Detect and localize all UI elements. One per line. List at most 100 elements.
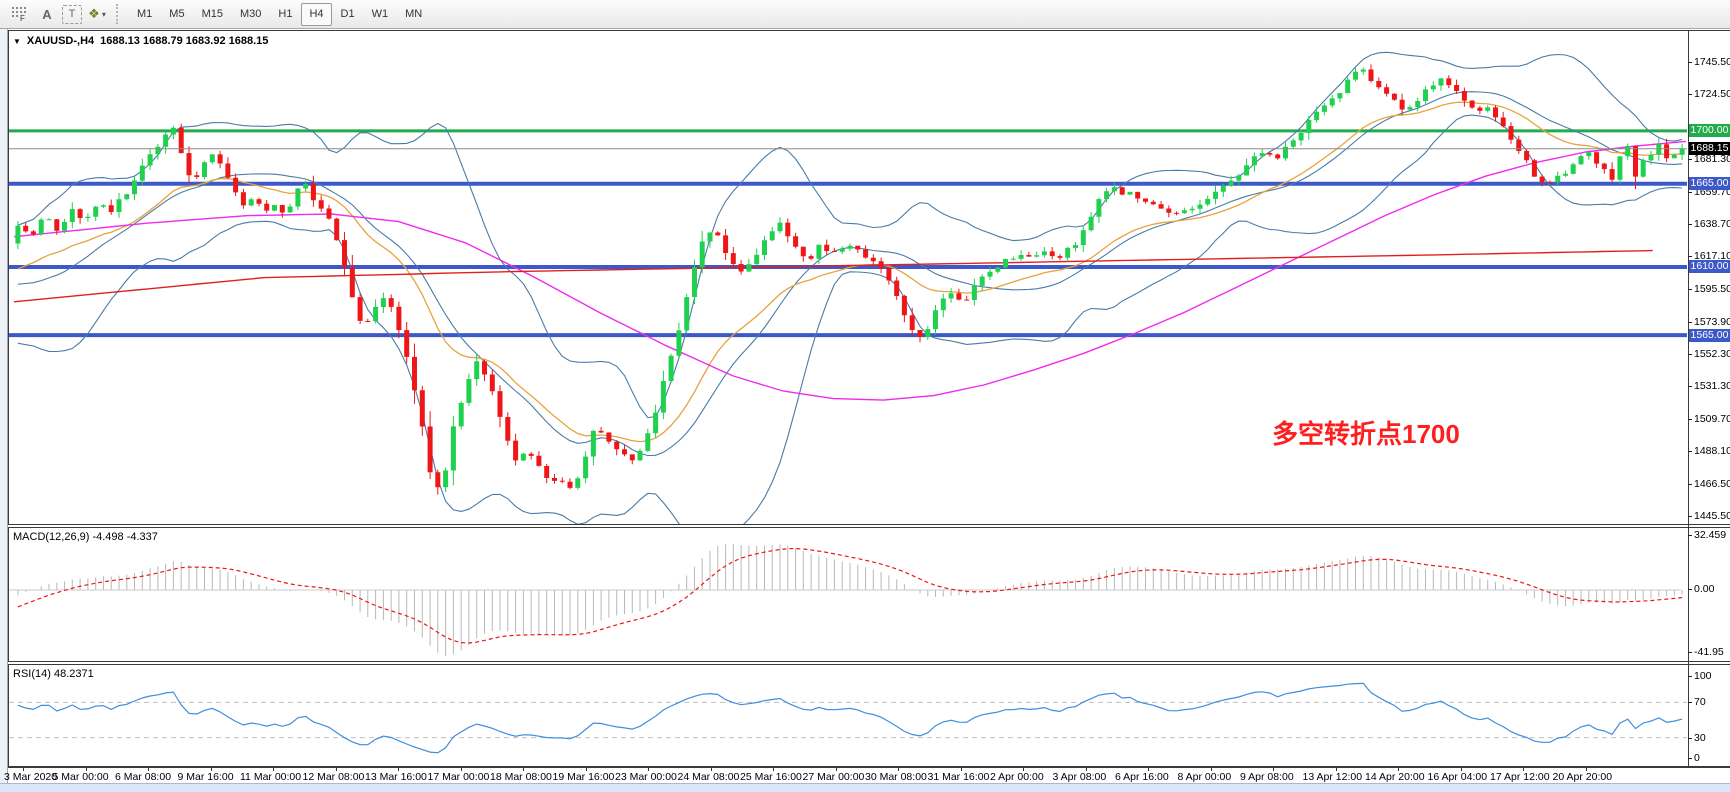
price-tick-dash [1688,256,1692,258]
date-tick [648,768,649,771]
date-tick [710,768,712,771]
date-label: 17 Mar 00:00 [427,771,490,783]
date-tick [210,768,212,771]
date-tick [1085,768,1087,771]
date-tick [1523,768,1524,771]
status-strip [0,783,1730,792]
price-tick-dash [1688,191,1692,193]
price-tick-dash [1688,62,1692,63]
date-label: 23 Mar 00:00 [615,771,677,783]
date-tick [773,768,774,771]
rsi-tick-label: 30 [1694,732,1706,744]
date-tick [898,768,899,771]
symbol-label: XAUUSD-,H4 [26,35,95,47]
date-label: 31 Mar 16:00 [927,771,990,783]
price-tick-label: 1509.70 [1694,412,1730,425]
text-tool-icon[interactable]: T [62,4,82,24]
timeframe-button-m5[interactable]: M5 [169,8,185,20]
timeframe-button-h4[interactable]: H4 [301,2,332,26]
date-label: 20 Apr 20:00 [1552,771,1613,783]
date-label: 8 Apr 00:00 [1177,771,1232,783]
date-label: 19 Mar 16:00 [552,771,615,783]
price-tick-dash [1688,484,1692,486]
price-tick-label: 1552.30 [1694,348,1730,361]
rsi-tick-label: 70 [1694,696,1706,708]
time-axis[interactable]: 3 Mar 2020 5 Mar 00:00 6 Mar 08:00 9 Mar 16… [4,767,1730,783]
price-tick-label: 1445.50 [1694,509,1730,522]
toolbar: F A T ❖ ▾ M1 M5 M15 M30 H1 H4 D1 W1 MN [0,0,1730,29]
indicator-grid-icon[interactable]: F [6,2,32,26]
date-label: 5 Mar 00:00 [52,771,109,783]
timeframe-button-m15[interactable]: M15 [201,8,223,20]
timeframe-button-d1[interactable]: D1 [340,8,355,20]
cycle-colors-icon[interactable]: ❖ ▾ [84,2,110,26]
date-tick [460,768,462,771]
price-tick-label: 1681.30 [1694,153,1730,166]
rsi-tick-label: 0 [1694,752,1700,764]
date-label: 13 Mar 16:00 [365,771,427,783]
date-label: 13 Apr 12:00 [1302,771,1363,783]
price-tick-dash [1688,223,1692,225]
date-tick [1460,768,1462,771]
macd-label: MACD(12,26,9) -4.498 -4.337 [13,531,158,543]
date-tick [23,768,24,771]
date-label: 6 Mar 08:00 [115,771,172,783]
price-tick-label: 1573.90 [1694,315,1730,328]
date-tick [835,768,837,771]
date-label: 6 Apr 16:00 [1115,771,1169,783]
macd-tick-dash [1688,652,1692,653]
date-tick [335,768,337,771]
price-tick-dash [1688,515,1692,517]
rsi-tick-label: 100 [1694,670,1712,682]
timeframe-group: M1 M5 M15 M30 H1 H4 D1 W1 MN [129,2,430,26]
date-tick [1398,768,1399,771]
price-tick-dash [1688,451,1692,453]
label-tool-icon[interactable]: A [42,6,52,22]
date-label: 18 Mar 08:00 [490,771,552,783]
rsi-chart[interactable] [9,664,1688,766]
price-tick-dash [1688,386,1692,388]
date-tick [960,768,962,771]
symbol-dropdown-icon[interactable]: ▼ [13,36,21,46]
macd-tick-label: -41.95 [1694,646,1724,658]
date-tick [1148,768,1149,771]
date-tick [523,768,524,771]
toolbar-separator [116,4,123,24]
date-tick [1335,768,1337,771]
timeframe-button-h1[interactable]: H1 [278,8,293,20]
timeframe-button-m30[interactable]: M30 [239,8,262,20]
price-tick-dash [1688,354,1692,356]
ohlc-readout: 1688.13 1688.79 1683.92 1688.15 [100,35,269,47]
macd-chart[interactable] [9,527,1688,661]
date-tick [585,768,587,771]
date-tick [1023,768,1024,771]
svg-text:F: F [20,14,25,22]
price-tick-dash [1688,321,1692,323]
date-tick [148,768,149,771]
price-badge: 1665.00 [1689,177,1730,191]
date-tick [1273,768,1274,771]
date-label: 14 Apr 20:00 [1365,771,1425,783]
price-chart[interactable] [9,30,1688,524]
timeframe-button-w1[interactable]: W1 [371,8,389,20]
date-label: 11 Mar 00:00 [240,771,302,783]
chevron-down-icon: ▾ [101,9,106,19]
price-tick-dash [1688,418,1692,420]
price-tick-label: 1745.50 [1694,56,1730,68]
left-dock-strip [0,29,8,792]
date-label: 30 Mar 08:00 [865,771,927,783]
macd-tick-dash [1688,589,1692,590]
date-tick [398,768,399,771]
timeframe-button-m1[interactable]: M1 [137,8,153,20]
timeframe-button-mn[interactable]: MN [405,8,423,20]
macd-tick-label: 32.459 [1694,529,1727,541]
date-label: 3 Apr 08:00 [1052,771,1107,783]
price-tick-dash [1688,288,1692,290]
date-label: 17 Apr 12:00 [1490,771,1550,783]
macd-tick-label: 0.00 [1694,583,1715,595]
date-tick [1210,768,1212,771]
price-tick-label: 1595.50 [1694,282,1730,295]
date-label: 12 Mar 08:00 [302,771,365,783]
chart-text-annotation[interactable]: 多空转折点1700 [1272,419,1460,449]
